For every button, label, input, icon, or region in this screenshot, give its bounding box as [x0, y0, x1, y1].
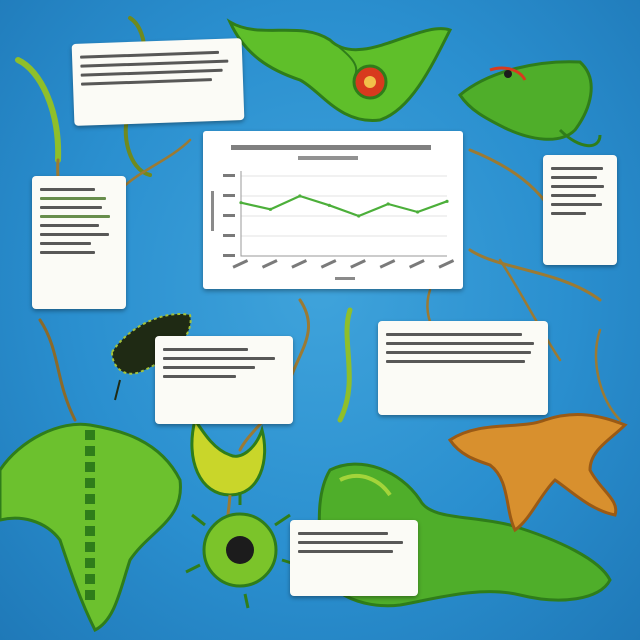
leafy-dragon-creature [226, 18, 453, 122]
y-tick-label-2 [223, 214, 235, 217]
chart-grid [223, 174, 447, 257]
x-tick-label-6 [408, 259, 425, 269]
data-point-2 [298, 194, 302, 198]
x-tick-label-3 [320, 259, 337, 269]
x-axis-label-placeholder [335, 277, 355, 280]
series-line-0 [240, 194, 448, 218]
data-point-4 [357, 214, 361, 218]
data-point-1 [268, 207, 273, 211]
data-point-0 [239, 201, 243, 205]
green-scaled-serpent-creature [0, 422, 182, 633]
line-chart-card [203, 131, 463, 289]
line-chart [211, 145, 455, 280]
note-top-left [71, 38, 245, 126]
y-tick-label-3 [223, 194, 235, 197]
x-tick-label-2 [291, 259, 308, 269]
data-point-5 [386, 202, 390, 206]
x-tick-label-4 [350, 259, 366, 269]
note-right-upper [543, 155, 617, 265]
note-center-left [155, 336, 293, 424]
data-point-3 [327, 203, 331, 207]
data-point-6 [415, 210, 420, 214]
x-tick-label-0 [232, 259, 249, 269]
x-tick-label-1 [261, 259, 278, 269]
chart-title-placeholder [231, 145, 431, 160]
green-lizard-creature [458, 60, 602, 148]
x-tick-label-5 [379, 259, 396, 269]
chart-x-ticks [232, 259, 455, 269]
black-beetle-creature [110, 313, 192, 401]
orange-root-creature [447, 413, 628, 533]
y-axis-label-placeholder [211, 191, 214, 231]
note-right-middle [378, 321, 548, 415]
x-tick-label-7 [438, 259, 455, 269]
chart-axes [211, 171, 447, 280]
spiky-green-urchin-creature [185, 492, 299, 609]
note-left-middle [32, 176, 126, 309]
chart-series [239, 194, 449, 218]
y-tick-label-0 [223, 254, 235, 257]
y-tick-label-4 [223, 174, 235, 177]
axis-lines [240, 171, 447, 257]
y-tick-label-1 [223, 234, 235, 237]
data-point-7 [445, 199, 449, 203]
note-bottom-center [290, 520, 418, 596]
